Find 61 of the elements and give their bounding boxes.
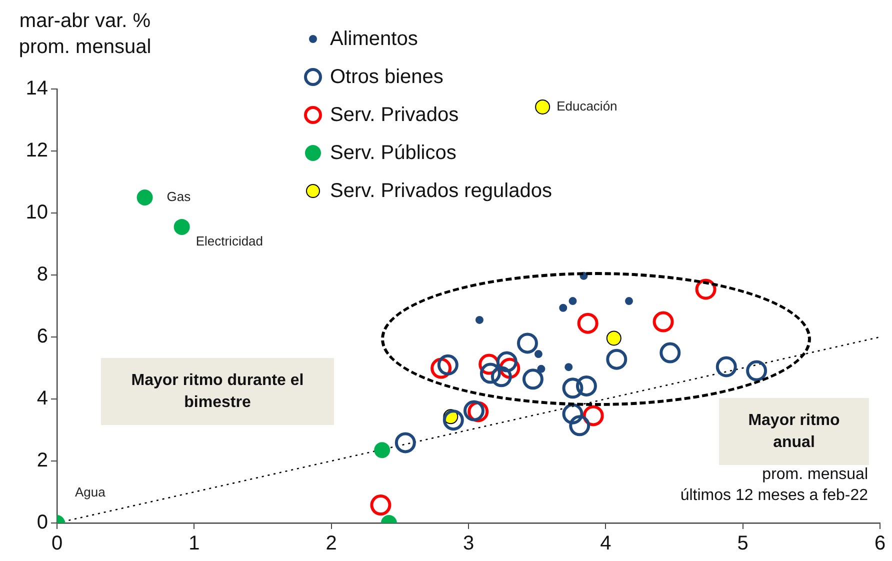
point	[174, 218, 190, 235]
annotation: Mayor ritmo anual	[747, 410, 841, 452]
point	[442, 410, 464, 431]
point	[516, 332, 538, 354]
annotation: Agua	[75, 484, 106, 500]
annotation: Gas	[166, 189, 192, 204]
point	[480, 362, 501, 384]
annotation: Mayor ritmo durante el bimestre	[130, 370, 305, 412]
point	[437, 354, 458, 376]
point	[490, 366, 512, 388]
point	[559, 304, 568, 312]
point	[624, 297, 633, 306]
point	[534, 350, 542, 358]
point	[394, 432, 416, 454]
legend-label: Serv. Públicos	[330, 142, 456, 164]
point	[606, 348, 628, 370]
annotation: Electricidad	[196, 234, 264, 249]
x-tick-label: 1	[188, 532, 200, 555]
x-axis-title: prom. mensual últimos 12 meses a feb-22	[680, 465, 868, 506]
y-tick-label: 4	[36, 388, 48, 410]
annotation: Educación	[556, 98, 618, 114]
x-tick-label: 5	[737, 532, 748, 555]
y-tick-label: 6	[36, 326, 48, 348]
legend-label: Serv. Privados	[330, 104, 459, 126]
y-tick-label: 8	[36, 264, 48, 286]
y-tick-label: 12	[26, 140, 48, 162]
point	[652, 311, 674, 332]
y-tick-label: 10	[26, 202, 48, 224]
point	[577, 312, 598, 334]
point	[576, 375, 597, 396]
point	[522, 368, 544, 390]
point	[535, 99, 550, 114]
point	[746, 360, 768, 382]
point	[537, 364, 546, 373]
point	[136, 190, 153, 206]
x-tick-label: 3	[462, 532, 474, 555]
point	[660, 342, 681, 364]
point	[463, 400, 484, 422]
x-tick-label: 0	[51, 532, 63, 555]
point	[370, 494, 392, 516]
point	[496, 351, 518, 372]
legend-label: Alimentos	[330, 28, 418, 50]
point	[562, 378, 584, 399]
point	[716, 356, 737, 378]
point	[374, 442, 390, 458]
legend-label: Serv. Privados regulados	[330, 180, 552, 202]
y-tick-label: 2	[36, 450, 48, 472]
x-tick-label: 4	[600, 532, 612, 555]
legend-label: Otros bienes	[330, 66, 444, 88]
point	[562, 403, 584, 424]
x-tick-label: 6	[874, 532, 886, 555]
point	[606, 330, 622, 346]
point	[695, 278, 716, 300]
y-tick-label: 0	[36, 512, 48, 534]
point	[475, 316, 484, 324]
y-tick-label: 14	[26, 78, 48, 100]
point	[568, 297, 577, 306]
x-tick-label: 2	[326, 532, 337, 555]
point	[564, 363, 573, 372]
y-axis-title: mar-abr var. % prom. mensual	[18, 9, 152, 60]
point	[569, 415, 590, 436]
